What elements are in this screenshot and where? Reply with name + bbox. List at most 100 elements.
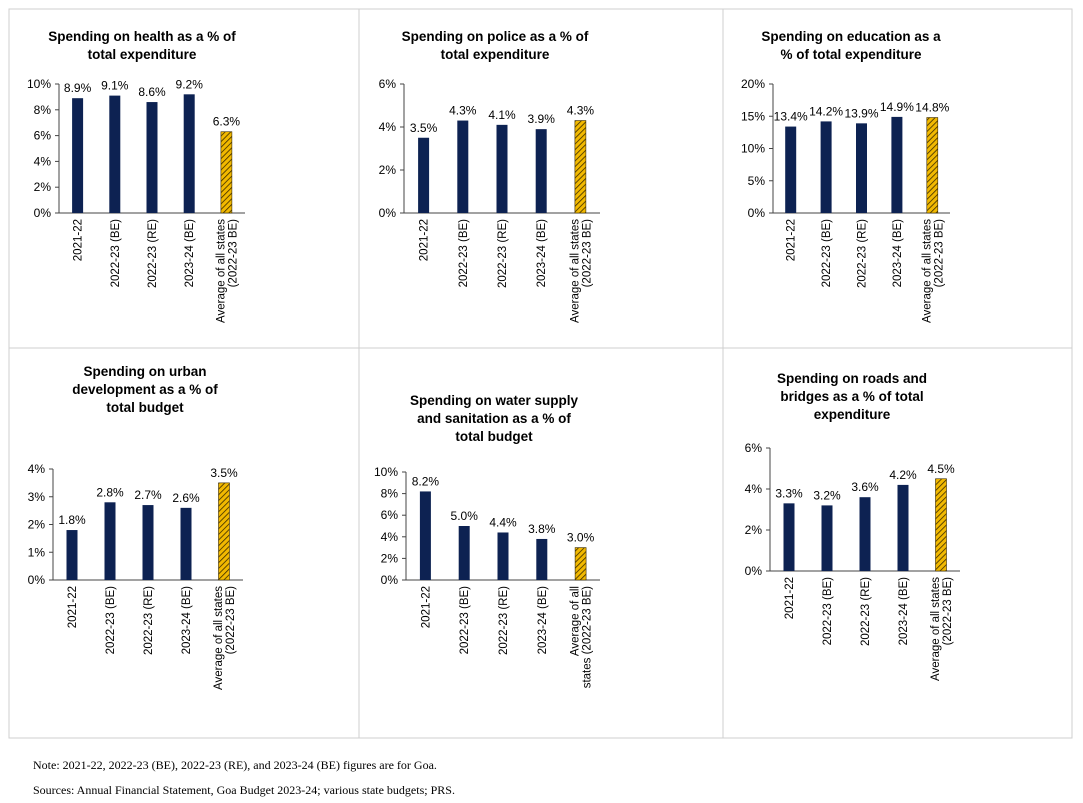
- chart-title-line: Spending on education as a: [761, 29, 941, 44]
- y-tick-label: 6%: [379, 77, 397, 91]
- y-tick-label: 6%: [34, 129, 52, 143]
- bar-average-all-states: [574, 120, 587, 214]
- bar: [104, 502, 116, 580]
- y-tick-label: 2%: [381, 551, 399, 565]
- chart-title-line: Spending on urban: [84, 364, 207, 379]
- y-tick-label: 8%: [381, 487, 399, 501]
- category-label-group: 2023-24 (BE): [898, 577, 910, 646]
- category-label: 2022-23 (RE): [497, 219, 509, 288]
- bar: [458, 526, 470, 580]
- category-label-group: 2022-23 (RE): [860, 577, 872, 646]
- bar: [419, 491, 431, 580]
- y-tick-label: 4%: [28, 462, 46, 476]
- bar: [146, 102, 158, 213]
- category-label-group: Average of all states (2022-23 BE): [570, 586, 594, 688]
- bar: [821, 505, 833, 571]
- data-label: 3.0%: [567, 531, 595, 545]
- category-label-group: 2022-23 (BE): [821, 219, 833, 288]
- category-label-group: 2022-23 (BE): [458, 219, 470, 288]
- chart-4: Spending on urban development as a % of to…: [28, 364, 243, 690]
- bar: [820, 121, 832, 213]
- sources-text: Sources: Annual Financial Statement, Goa…: [33, 783, 455, 797]
- chart-3: Spending on education as a % of total exp…: [741, 29, 950, 323]
- y-tick-label: 0%: [748, 206, 766, 220]
- y-tick-label: 0%: [745, 564, 763, 578]
- data-label: 13.9%: [844, 106, 878, 120]
- category-label: 2022-23 (RE): [147, 219, 159, 288]
- chart-title-line: total budget: [455, 429, 533, 444]
- category-label: Average of all states: [930, 577, 942, 681]
- bar: [457, 120, 469, 213]
- bar: [142, 505, 154, 580]
- category-label-group: 2021-22: [419, 219, 431, 261]
- category-label: 2022-23 (BE): [458, 219, 470, 288]
- data-label: 3.5%: [210, 466, 238, 480]
- data-label: 4.1%: [488, 108, 516, 122]
- category-label: 2023-24 (BE): [537, 586, 549, 655]
- y-tick-label: 4%: [745, 482, 763, 496]
- y-tick-label: 8%: [34, 103, 52, 117]
- bar: [536, 538, 548, 580]
- bar: [859, 497, 871, 571]
- data-label: 4.4%: [489, 515, 517, 529]
- category-label-group: 2022-23 (BE): [105, 586, 117, 655]
- chart-1: Spending on health as a % of total expend…: [27, 29, 245, 323]
- bar: [497, 532, 509, 580]
- data-label: 8.2%: [412, 474, 440, 488]
- bar-average-all-states: [574, 547, 587, 581]
- data-label: 9.1%: [101, 79, 129, 93]
- data-label: 2.7%: [134, 488, 162, 502]
- category-label: Average of all states: [921, 219, 933, 323]
- category-label-group: 2022-23 (RE): [497, 219, 509, 288]
- category-label: 2023-24 (BE): [892, 219, 904, 288]
- bar-average-all-states: [218, 482, 230, 581]
- chart-title-line: total expenditure: [88, 47, 197, 62]
- charts-root: Spending on health as a % of total expend…: [27, 29, 960, 690]
- y-tick-label: 6%: [745, 441, 763, 455]
- data-label: 14.2%: [809, 104, 843, 118]
- category-label-group: 2021-22: [786, 219, 798, 261]
- bar: [856, 123, 867, 213]
- category-label: 2023-24 (BE): [181, 586, 193, 655]
- bar: [785, 126, 797, 213]
- category-label-group: 2023-24 (BE): [892, 219, 904, 288]
- y-tick-label: 3%: [28, 490, 46, 504]
- bar: [72, 98, 84, 213]
- y-tick-label: 2%: [34, 180, 52, 194]
- bar-average-all-states: [926, 117, 939, 214]
- category-label-group: Average of all states (2022-23 BE): [215, 219, 239, 323]
- chart-title-line: Spending on roads and: [777, 371, 927, 386]
- y-tick-label: 4%: [381, 530, 399, 544]
- bar: [183, 94, 195, 213]
- category-label: 2021-22: [419, 219, 431, 261]
- y-tick-label: 15%: [741, 109, 765, 123]
- category-label: 2021-22: [784, 577, 796, 619]
- y-tick-label: 0%: [379, 206, 397, 220]
- data-label: 6.3%: [213, 115, 241, 129]
- data-label: 4.2%: [889, 468, 917, 482]
- category-label-group: 2021-22: [784, 577, 796, 619]
- bar: [891, 116, 903, 213]
- bar: [66, 530, 78, 580]
- category-label: 2022-23 (BE): [105, 586, 117, 655]
- category-label: Average of all states: [213, 586, 225, 690]
- chart-2: Spending on police as a % of total expend…: [379, 29, 600, 323]
- chart-6: Spending on roads and bridges as a % of t…: [745, 371, 960, 681]
- data-label: 8.9%: [64, 81, 92, 95]
- category-label-group: 2022-23 (RE): [498, 586, 510, 655]
- y-tick-label: 5%: [748, 174, 766, 188]
- category-label: 2021-22: [73, 219, 85, 261]
- data-label: 3.8%: [528, 522, 556, 536]
- y-tick-label: 2%: [28, 518, 46, 532]
- data-label: 3.5%: [410, 121, 438, 135]
- data-label: 2.6%: [172, 491, 200, 505]
- category-label: 2022-23 (BE): [110, 219, 122, 288]
- y-tick-label: 4%: [379, 120, 397, 134]
- category-label: 2022-23 (RE): [857, 219, 869, 288]
- category-label-group: 2021-22: [420, 586, 432, 628]
- data-label: 4.3%: [449, 104, 477, 118]
- category-label: 2021-22: [420, 586, 432, 628]
- category-label: (2022-23 BE): [942, 577, 954, 646]
- category-label: 2023-24 (BE): [184, 219, 196, 288]
- category-label-group: Average of all states (2022-23 BE): [930, 577, 954, 681]
